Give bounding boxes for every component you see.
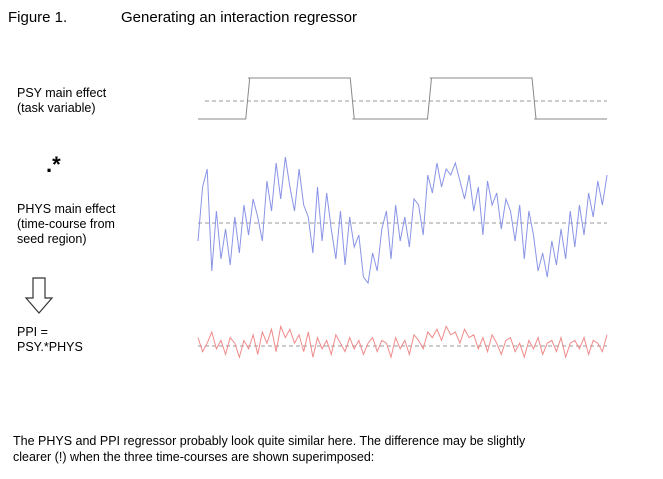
phys-label: PHYS main effect (time-course from seed … (17, 202, 115, 247)
phys-label-line2: (time-course from (17, 217, 115, 231)
psy-label-line2: (task variable) (17, 101, 96, 115)
ppi-label-line1: PPI = (17, 325, 48, 339)
footer-line1: The PHYS and PPI regressor probably look… (13, 434, 526, 448)
ppi-label-line2: PSY.*PHYS (17, 340, 83, 354)
ppi-timecourse (197, 324, 608, 360)
phys-label-line1: PHYS main effect (17, 202, 116, 216)
figure-title: Generating an interaction regressor (121, 9, 357, 26)
footer-text: The PHYS and PPI regressor probably look… (13, 433, 653, 465)
ppi-label: PPI = PSY.*PHYS (17, 325, 83, 355)
psy-label-line1: PSY main effect (17, 86, 107, 100)
footer-line2: clearer (!) when the three time-courses … (13, 450, 375, 464)
down-arrow-icon (24, 277, 54, 314)
phys-label-line3: seed region) (17, 232, 87, 246)
psy-label: PSY main effect (task variable) (17, 86, 106, 116)
figure-label: Figure 1. (8, 9, 68, 26)
multiply-operator: .* (46, 152, 61, 177)
phys-timecourse (197, 156, 608, 285)
psy-timecourse (198, 77, 607, 120)
